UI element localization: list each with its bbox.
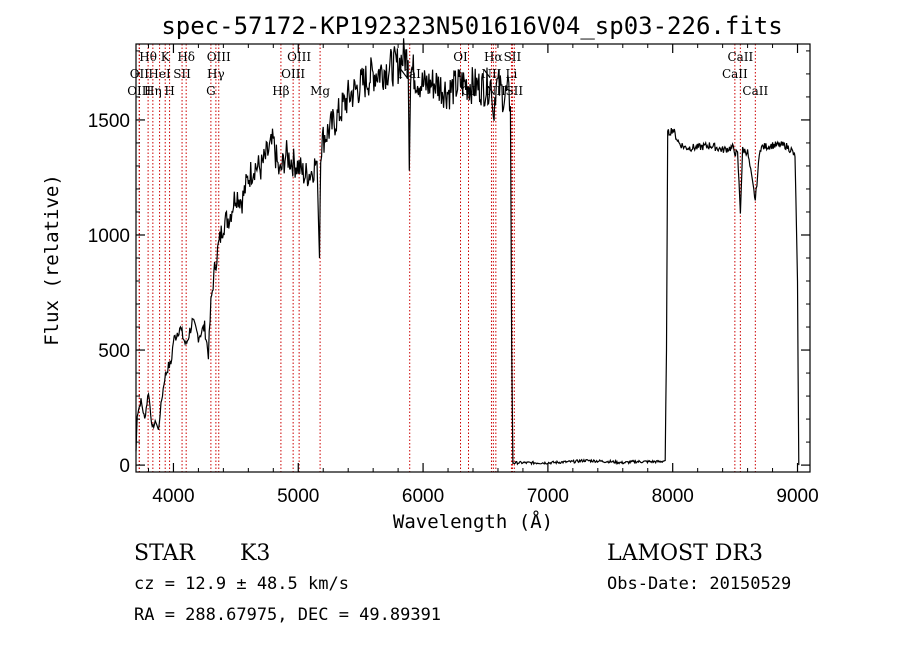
line-marker-label-6: Hδ — [177, 50, 195, 64]
y-tick-label-3: 1500 — [88, 111, 130, 132]
x-tick-label-4: 8000 — [652, 486, 694, 507]
redshift-label: cz = 12.9 ± 48.5 km/s — [134, 574, 349, 594]
y-tick-label-2: 1000 — [88, 226, 130, 247]
line-marker-label-9: OIII — [207, 50, 231, 64]
line-marker-label-5: Hη — [144, 84, 162, 98]
line-marker-label-4: HeI — [148, 67, 171, 81]
line-marker-label-0: Hθ — [139, 50, 157, 64]
line-marker-label-7: SII — [173, 67, 191, 81]
line-marker-label-8: H — [164, 84, 174, 98]
plot-frame — [135, 43, 811, 473]
x-axis-label: Wavelength (Å) — [393, 510, 553, 533]
line-marker-label-13: OIII — [281, 67, 305, 81]
chart-title: spec-57172-KP192323N501616V04_sp03-226.f… — [161, 12, 782, 40]
x-tick-label-2: 6000 — [402, 486, 444, 507]
line-markers — [138, 44, 756, 472]
line-marker-label-19: Hα — [484, 50, 503, 64]
line-marker-label-17: OI — [453, 50, 468, 64]
line-marker-label-11: G — [206, 84, 216, 98]
class-label: STAR — [134, 541, 196, 566]
y-axis-ticks: 0 500 1000 1500 — [88, 50, 810, 477]
line-marker-label-16: NaI — [399, 67, 422, 81]
line-marker-label-24: SII — [505, 84, 523, 98]
line-marker-label-27: CaII — [742, 84, 768, 98]
y-axis-label: Flux (relative) — [41, 174, 63, 346]
obs-date-label: Obs-Date: 20150529 — [607, 574, 791, 594]
line-marker-label-12: OIII — [287, 50, 311, 64]
line-marker-label-23: Li — [506, 67, 518, 81]
x-axis-ticks: 4000 5000 6000 7000 8000 9000 — [147, 44, 819, 507]
line-marker-label-22: SII — [504, 50, 522, 64]
coordinates-label: RA = 288.67975, DEC = 49.89391 — [134, 605, 441, 625]
line-marker-label-14: Hβ — [272, 84, 289, 98]
spectrum-line — [135, 38, 800, 466]
y-tick-label-0: 0 — [119, 456, 130, 477]
line-marker-label-26: CaII — [722, 67, 748, 81]
x-tick-label-0: 4000 — [152, 486, 194, 507]
x-tick-label-1: 5000 — [277, 486, 319, 507]
line-marker-label-3: K — [161, 50, 171, 64]
line-marker-label-15: Mg — [310, 84, 330, 98]
line-marker-label-2: OIII — [127, 84, 151, 98]
x-tick-label-5: 9000 — [776, 486, 818, 507]
survey-label: LAMOST DR3 — [607, 541, 763, 566]
subclass-label: K3 — [240, 541, 270, 566]
line-marker-label-10: Hγ — [207, 67, 225, 81]
y-tick-label-1: 500 — [98, 341, 130, 362]
line-marker-label-25: CaII — [727, 50, 753, 64]
x-tick-label-3: 7000 — [527, 486, 569, 507]
